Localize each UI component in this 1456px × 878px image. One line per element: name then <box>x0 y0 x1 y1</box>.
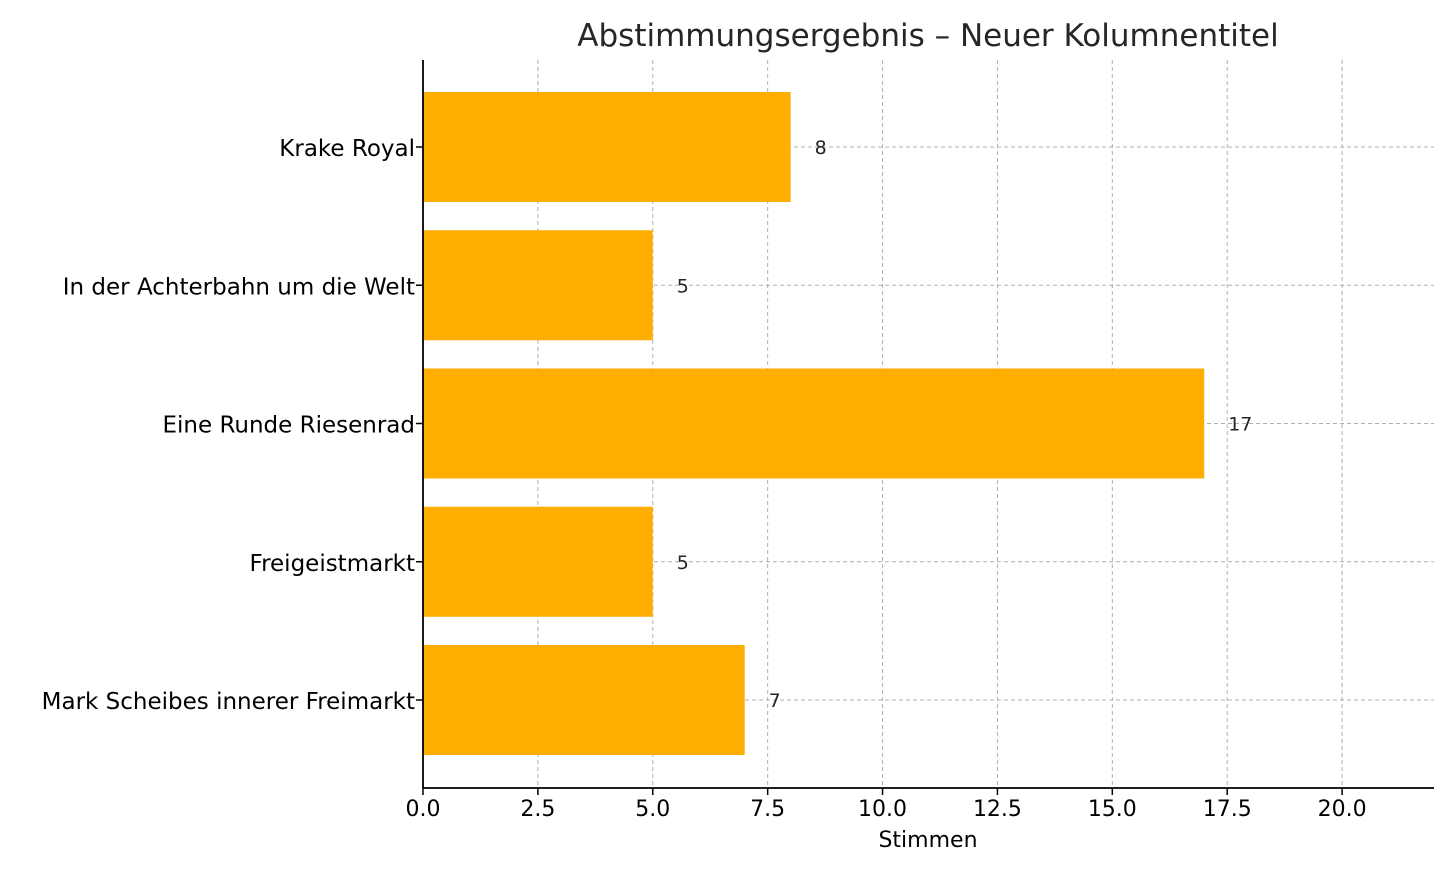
y-tick-label: Mark Scheibes innerer Freimarkt <box>42 689 415 715</box>
bar-value-label: 5 <box>677 275 689 297</box>
axes: Krake Royal In der Achterbahn um die Welt… <box>42 60 1434 822</box>
x-tick-label: 2.5 <box>520 797 555 822</box>
y-tick-label: Krake Royal <box>279 136 415 162</box>
bar-value-label: 17 <box>1228 414 1252 436</box>
x-tick-label: 15.0 <box>1088 797 1137 822</box>
x-tick-label: 10.0 <box>858 797 907 822</box>
y-tick-label: In der Achterbahn um die Welt <box>63 274 415 300</box>
x-tick-label: 0.0 <box>406 797 441 822</box>
x-tick-label: 12.5 <box>973 797 1022 822</box>
bars <box>423 92 1205 755</box>
bar <box>423 506 653 617</box>
y-tick-label: Eine Runde Riesenrad <box>162 413 415 439</box>
bar-value-label: 8 <box>815 137 827 159</box>
x-tick-label: 20.0 <box>1318 797 1367 822</box>
bar <box>423 230 653 341</box>
x-tick-label: 7.5 <box>750 797 785 822</box>
x-tick-label: 5.0 <box>635 797 670 822</box>
bar <box>423 368 1205 479</box>
bar-value-label: 7 <box>769 690 781 712</box>
bar <box>423 645 745 755</box>
x-tick-label: 17.5 <box>1203 797 1252 822</box>
bar <box>423 92 791 202</box>
y-tick-label: Freigeistmarkt <box>250 551 415 577</box>
x-axis-label: Stimmen <box>878 828 977 853</box>
data-labels: 8 5 17 5 7 <box>677 137 1253 712</box>
chart-title: Abstimmungsergebnis – Neuer Kolumnentite… <box>577 18 1278 54</box>
bar-value-label: 5 <box>677 552 689 574</box>
